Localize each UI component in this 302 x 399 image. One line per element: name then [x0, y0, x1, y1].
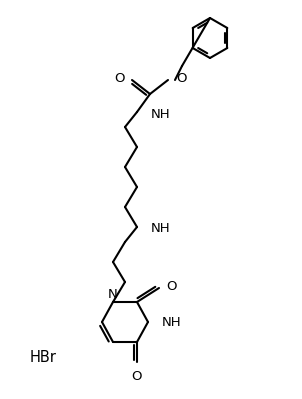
Text: O: O [166, 280, 176, 294]
Text: O: O [176, 73, 187, 85]
Text: NH: NH [162, 316, 182, 328]
Text: NH: NH [151, 223, 171, 235]
Text: O: O [132, 370, 142, 383]
Text: O: O [114, 73, 125, 85]
Text: NH: NH [151, 107, 171, 120]
Text: HBr: HBr [30, 350, 57, 365]
Text: N: N [108, 288, 118, 301]
